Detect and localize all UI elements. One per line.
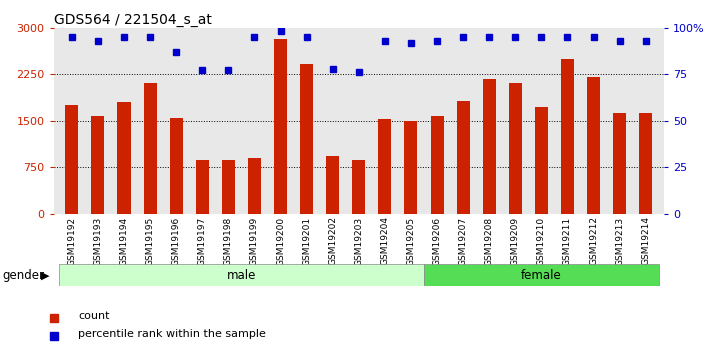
Bar	[300, 63, 313, 214]
Text: GSM19194: GSM19194	[119, 216, 129, 266]
Text: GSM19202: GSM19202	[328, 216, 337, 265]
Text: GSM19193: GSM19193	[94, 216, 102, 266]
Text: GSM19207: GSM19207	[458, 216, 468, 266]
Text: GSM19197: GSM19197	[198, 216, 207, 266]
Text: GSM19192: GSM19192	[67, 216, 76, 266]
Text: female: female	[521, 269, 562, 282]
Text: ▶: ▶	[41, 270, 50, 280]
Text: GSM19206: GSM19206	[433, 216, 441, 266]
Text: gender: gender	[2, 269, 44, 282]
Bar	[431, 116, 443, 214]
Bar	[509, 83, 522, 214]
Text: GSM19214: GSM19214	[641, 216, 650, 265]
Bar	[457, 101, 470, 214]
Bar	[613, 113, 626, 214]
Bar	[561, 59, 574, 214]
Bar	[424, 264, 659, 286]
Bar	[91, 116, 104, 214]
Text: GSM19209: GSM19209	[511, 216, 520, 266]
Text: GSM19205: GSM19205	[406, 216, 416, 266]
Bar	[248, 158, 261, 214]
Text: GSM19198: GSM19198	[224, 216, 233, 266]
Bar	[170, 118, 183, 214]
Text: GSM19212: GSM19212	[589, 216, 598, 265]
Text: GSM19196: GSM19196	[171, 216, 181, 266]
Text: GSM19199: GSM19199	[250, 216, 259, 266]
Bar	[352, 160, 366, 214]
Text: GSM19204: GSM19204	[381, 216, 389, 265]
Bar	[274, 39, 287, 214]
Bar	[65, 105, 79, 214]
Text: GSM19201: GSM19201	[302, 216, 311, 266]
Text: GSM19203: GSM19203	[354, 216, 363, 266]
Bar	[326, 156, 339, 214]
Bar	[535, 107, 548, 214]
Bar	[639, 113, 653, 214]
Bar	[59, 264, 424, 286]
Bar	[196, 160, 208, 214]
Text: percentile rank within the sample: percentile rank within the sample	[78, 329, 266, 339]
Bar	[118, 102, 131, 214]
Bar	[222, 160, 235, 214]
Bar	[378, 119, 391, 214]
Text: GSM19211: GSM19211	[563, 216, 572, 266]
Text: GDS564 / 221504_s_at: GDS564 / 221504_s_at	[54, 12, 211, 27]
Text: GSM19200: GSM19200	[276, 216, 285, 266]
Text: GSM19195: GSM19195	[146, 216, 154, 266]
Text: GSM19213: GSM19213	[615, 216, 624, 266]
Bar	[144, 83, 156, 214]
Text: GSM19210: GSM19210	[537, 216, 546, 266]
Bar	[404, 121, 418, 214]
Bar	[483, 79, 496, 214]
Bar	[587, 77, 600, 214]
Text: male: male	[227, 269, 256, 282]
Text: count: count	[78, 311, 109, 321]
Text: GSM19208: GSM19208	[485, 216, 493, 266]
